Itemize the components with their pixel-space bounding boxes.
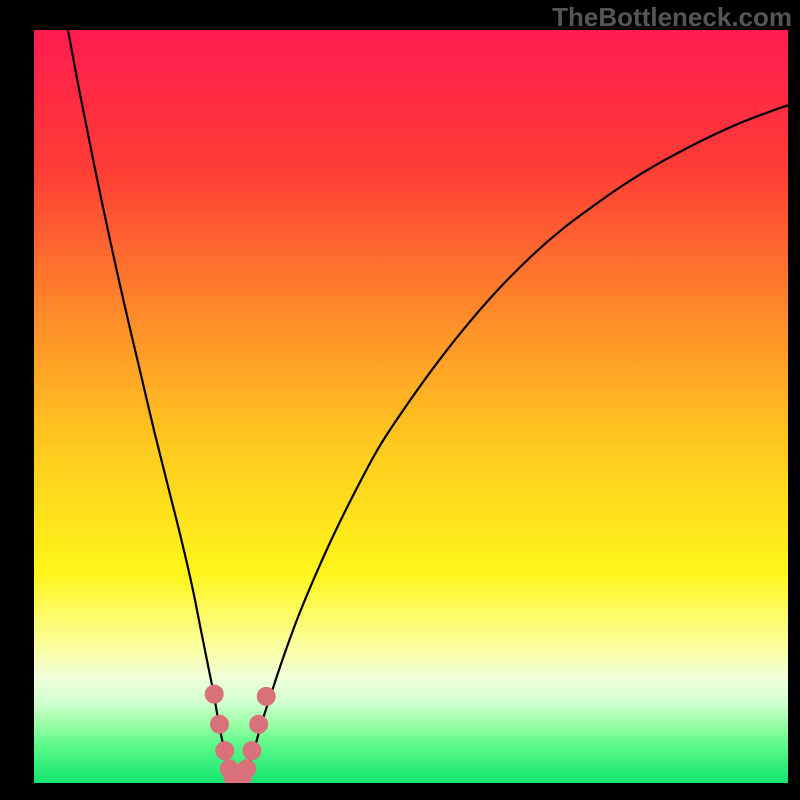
frame-bottom [0, 783, 800, 800]
marker-dot [210, 715, 228, 733]
marker-dot [257, 687, 275, 705]
marker-dot [243, 742, 261, 760]
marker-dot [238, 760, 256, 778]
site-watermark: TheBottleneck.com [552, 2, 792, 33]
marker-dot [216, 742, 234, 760]
marker-dot [250, 715, 268, 733]
frame-left [0, 0, 34, 800]
chart-svg [34, 30, 788, 783]
bottleneck-chart [34, 30, 788, 783]
marker-dot [205, 685, 223, 703]
frame-right [788, 0, 800, 800]
